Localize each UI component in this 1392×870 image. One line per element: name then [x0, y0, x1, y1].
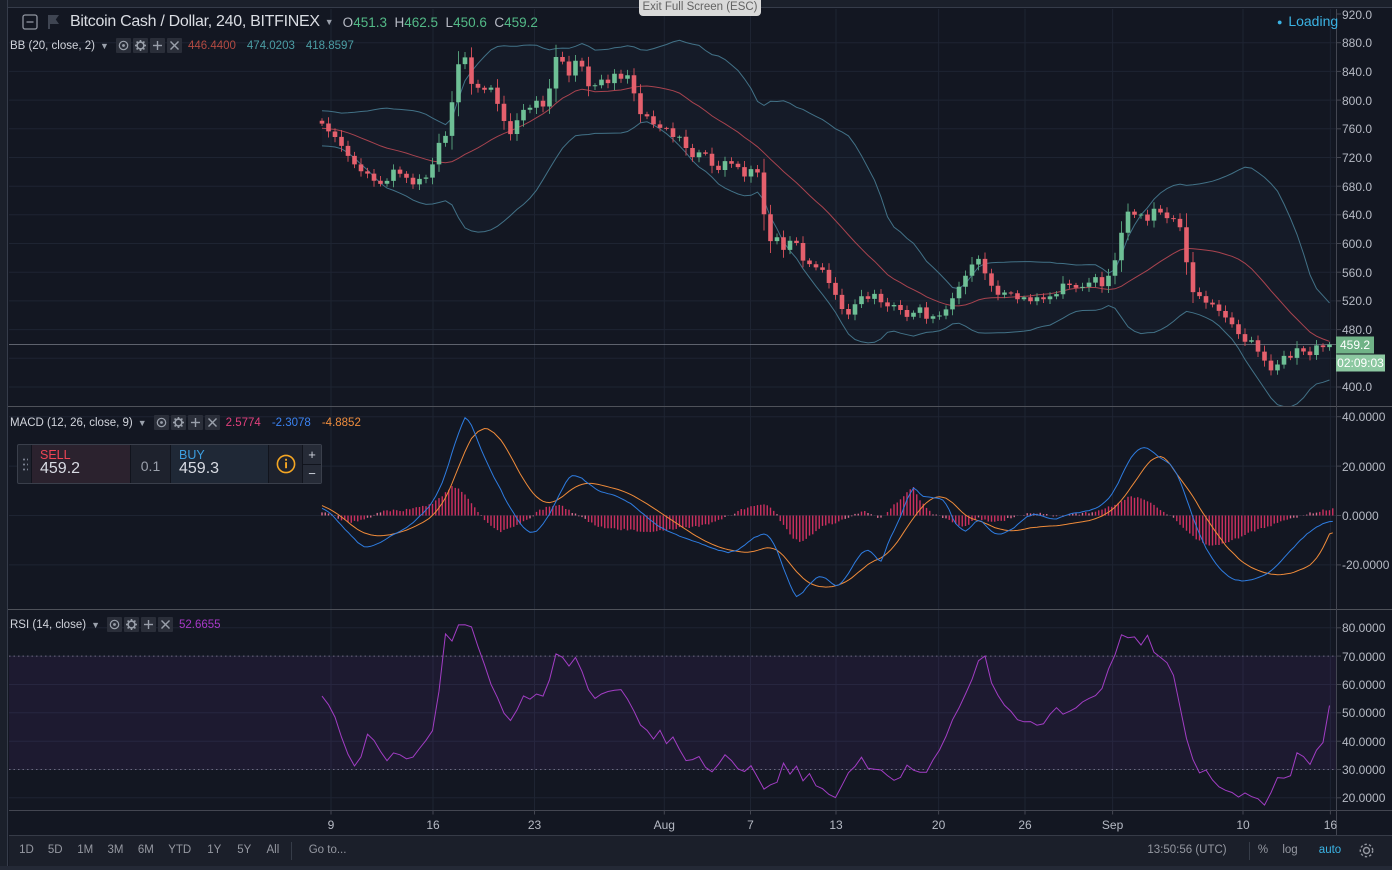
svg-text:02:09:03: 02:09:03: [1337, 356, 1384, 370]
svg-text:459.2: 459.2: [1340, 338, 1370, 352]
